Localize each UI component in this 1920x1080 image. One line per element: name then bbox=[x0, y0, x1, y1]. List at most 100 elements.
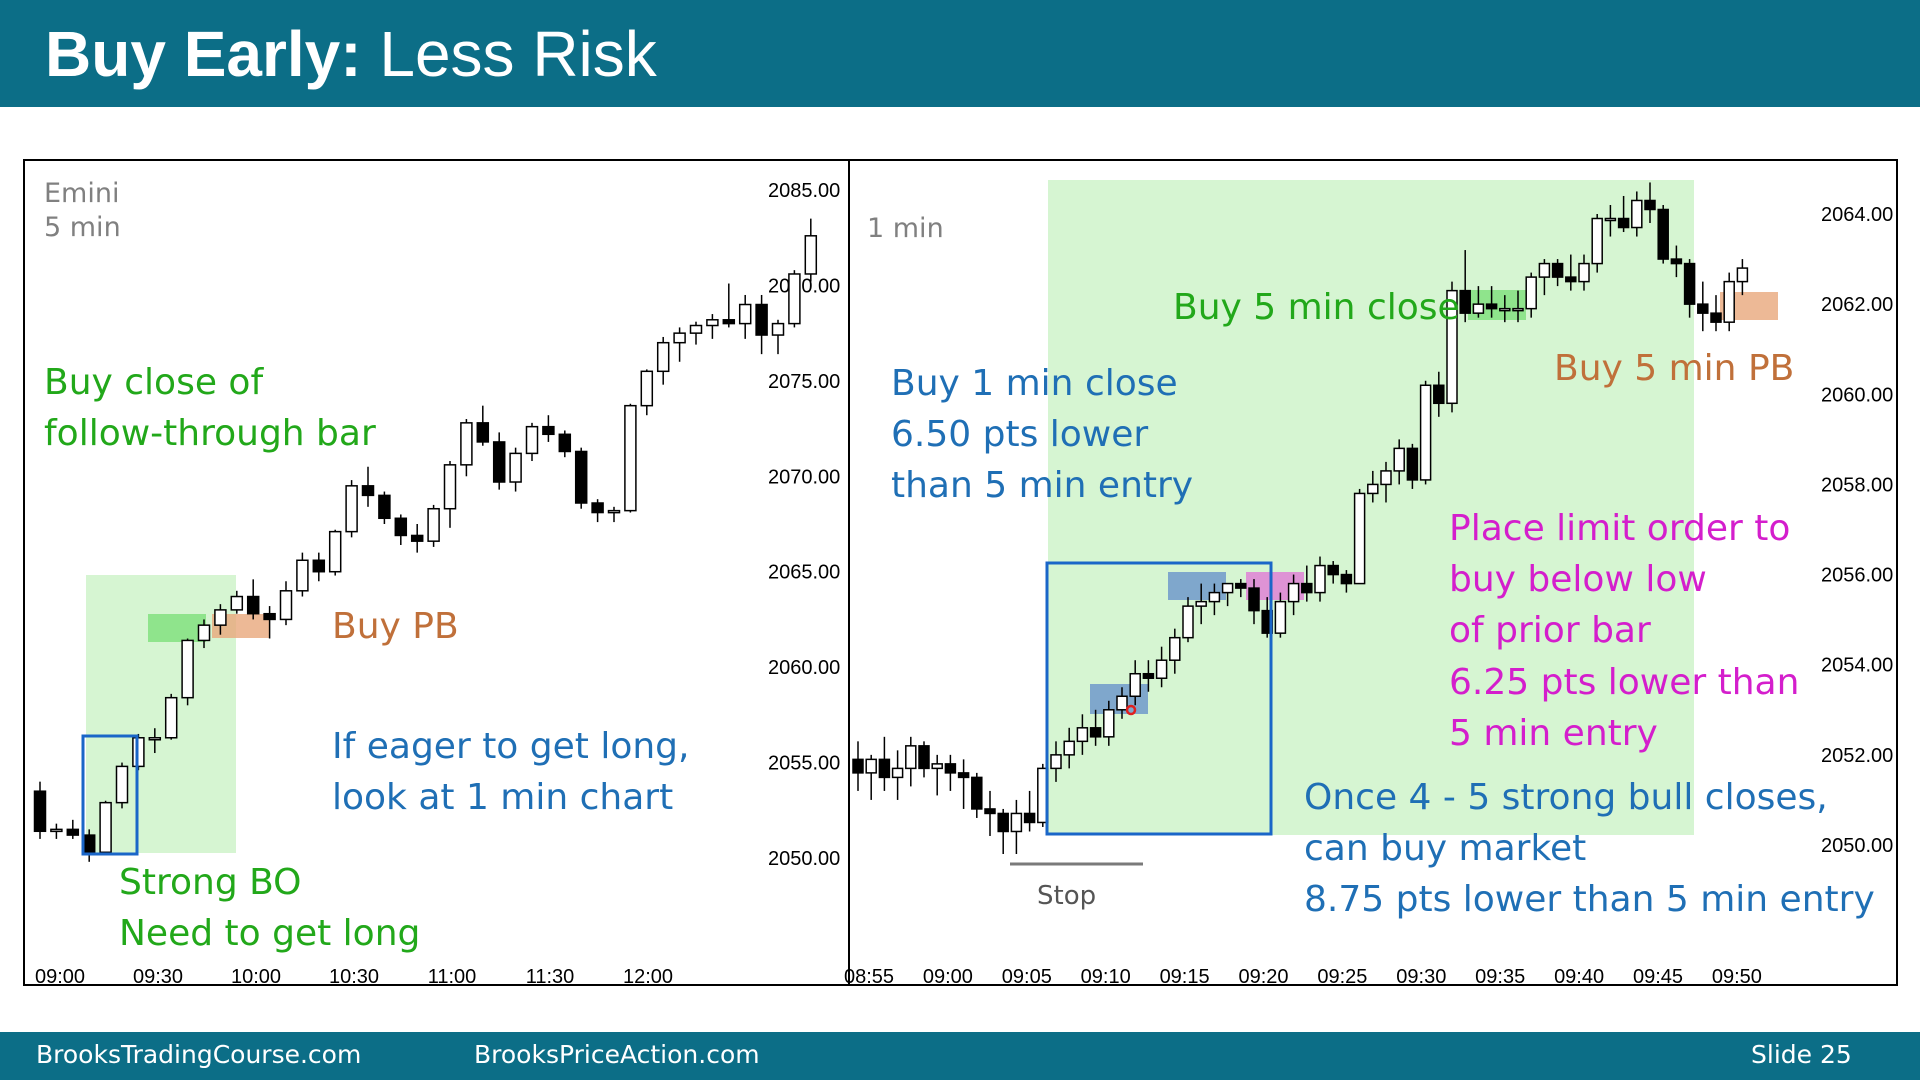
bull-candle-body bbox=[624, 404, 637, 512]
candle bbox=[640, 369, 654, 416]
candle bbox=[1670, 245, 1683, 278]
bull-candle-body bbox=[509, 452, 522, 483]
candle bbox=[1406, 443, 1419, 489]
candle bbox=[1301, 565, 1313, 602]
candle bbox=[1327, 561, 1339, 584]
stop-label: Stop bbox=[1037, 881, 1096, 911]
bear-candle-body bbox=[1697, 303, 1709, 314]
right-buy-1min-line2: 6.50 pts lower bbox=[891, 414, 1148, 455]
candle bbox=[525, 422, 539, 462]
x-tick-label: 09:45 bbox=[1633, 966, 1683, 988]
bull-candle-body bbox=[328, 530, 342, 573]
bear-candle-body bbox=[1301, 582, 1313, 594]
bull-candle-body bbox=[214, 609, 227, 626]
bull-candle-body bbox=[1525, 276, 1537, 310]
candle bbox=[214, 604, 227, 635]
slide-header: Buy Early: Less Risk bbox=[0, 0, 1920, 107]
bull-candle-body bbox=[148, 737, 162, 741]
bull-candle-body bbox=[99, 801, 112, 854]
left-y-axis: 2085.00 2080.00 2075.00 2070.00 2065.00 2060.… bbox=[768, 180, 840, 870]
right-chart-border bbox=[848, 159, 1898, 986]
right-buy-1min-line3: than 5 min entry bbox=[891, 465, 1193, 506]
candle bbox=[115, 762, 129, 809]
x-tick-label: 09:00 bbox=[35, 966, 85, 988]
right-entry-box bbox=[1045, 561, 1273, 836]
bear-candle-body bbox=[263, 612, 276, 621]
bull-candle-body bbox=[1538, 262, 1551, 278]
right-buy-5min-pb-label: Buy 5 min PB bbox=[1554, 348, 1794, 389]
candle bbox=[1050, 741, 1062, 782]
candle bbox=[1459, 250, 1471, 323]
candle bbox=[1380, 461, 1392, 503]
left-strong-bo-line2: Need to get long bbox=[119, 913, 420, 954]
bull-candle-body bbox=[1050, 754, 1062, 770]
bull-candle-body bbox=[1512, 307, 1524, 312]
limit-fill-dot bbox=[1125, 704, 1137, 716]
candle bbox=[1631, 191, 1643, 237]
bull-candle-body bbox=[738, 303, 752, 325]
x-tick-label: 09:10 bbox=[1081, 966, 1131, 988]
candle bbox=[997, 808, 1009, 855]
footer-site-2: BrooksPriceAction.com bbox=[474, 1040, 760, 1069]
candle bbox=[1129, 660, 1141, 706]
candle bbox=[944, 754, 957, 791]
candle bbox=[50, 823, 63, 839]
candle bbox=[656, 336, 670, 385]
x-tick-label: 09:30 bbox=[1396, 966, 1446, 988]
candle bbox=[1499, 295, 1511, 323]
bear-candle-body bbox=[82, 834, 96, 854]
bear-candle-body bbox=[246, 595, 260, 615]
bull-candle-body bbox=[1419, 384, 1432, 481]
candle bbox=[542, 415, 555, 442]
bull-candle-body bbox=[1103, 709, 1115, 738]
bull-candle-body bbox=[804, 235, 818, 275]
bull-candle-body bbox=[50, 828, 63, 833]
candle bbox=[722, 283, 736, 328]
bull-candle-body bbox=[640, 370, 654, 407]
y-tick-label: 2050.00 bbox=[768, 848, 840, 870]
candle bbox=[279, 581, 293, 626]
candle bbox=[460, 419, 473, 477]
bear-candle-body bbox=[492, 441, 506, 483]
candle bbox=[706, 314, 719, 339]
x-tick-label: 10:00 bbox=[231, 966, 281, 988]
candle bbox=[804, 218, 818, 282]
left-buy-pb-label: Buy PB bbox=[332, 606, 459, 647]
bull-candle-body bbox=[865, 758, 877, 774]
bull-candle-body bbox=[905, 745, 917, 770]
candle bbox=[1538, 259, 1551, 296]
left-buy-close-line1: Buy close of bbox=[44, 362, 264, 403]
candle bbox=[1235, 579, 1247, 598]
candle bbox=[1063, 727, 1075, 769]
bull-candle-body bbox=[164, 696, 178, 739]
left-chart-subtitle: 5 min bbox=[44, 212, 121, 243]
bull-candle-body bbox=[706, 319, 719, 327]
bear-candle-body bbox=[394, 517, 408, 537]
bull-candle-body bbox=[788, 273, 801, 325]
candle bbox=[66, 819, 80, 839]
candle bbox=[1142, 660, 1155, 692]
candle bbox=[1076, 714, 1089, 755]
bear-candle-body bbox=[312, 559, 326, 573]
bull-candle-body bbox=[1195, 600, 1207, 607]
candle bbox=[624, 403, 637, 513]
x-tick-label: 08:55 bbox=[844, 966, 894, 988]
candle bbox=[312, 552, 326, 582]
y-tick-label: 2050.00 bbox=[1821, 835, 1893, 857]
x-tick-label: 10:30 bbox=[329, 966, 379, 988]
bear-candle-body bbox=[33, 790, 47, 833]
candle bbox=[574, 447, 588, 509]
candle bbox=[443, 461, 457, 528]
candle bbox=[1551, 259, 1564, 287]
right-limit-line2: buy below low bbox=[1449, 559, 1707, 600]
candle bbox=[1419, 380, 1432, 485]
candle bbox=[1393, 439, 1405, 485]
candle bbox=[476, 405, 490, 446]
candle bbox=[1248, 579, 1260, 625]
title-bold: Buy Early: bbox=[45, 18, 362, 90]
candle bbox=[492, 432, 506, 490]
bull-candle-body bbox=[1631, 199, 1643, 229]
y-tick-label: 2065.00 bbox=[768, 562, 840, 584]
y-tick-label: 2062.00 bbox=[1821, 294, 1893, 316]
candle bbox=[1103, 700, 1115, 746]
